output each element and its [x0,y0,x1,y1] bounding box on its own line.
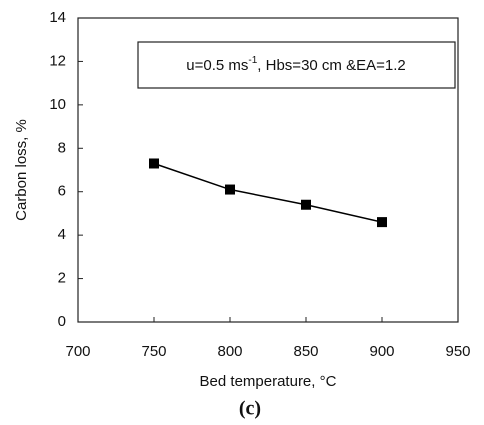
x-tick-label: 950 [445,343,470,360]
caption: (c) [239,398,261,420]
annotation-text: u=0.5 ms [186,57,248,74]
y-tick-label: 0 [58,313,66,330]
y-tick-label: 6 [58,183,66,200]
annotation: u=0.5 ms-1, Hbs=30 cm &EA=1.2 [186,55,405,74]
y-tick-label: 14 [49,9,66,26]
y-tick-label: 8 [58,139,66,156]
data-point [225,184,235,195]
data-point [377,217,387,228]
x-tick-label: 800 [217,343,242,360]
x-tick-label: 900 [369,343,394,360]
x-tick-label: 700 [65,343,90,360]
x-axis-label: Bed temperature, °C [200,373,337,390]
x-tick-label: 850 [293,343,318,360]
y-tick-label: 4 [58,226,66,243]
annotation-box [137,41,456,89]
plot-frame [77,17,459,323]
annotation-sup: -1 [248,55,257,66]
y-tick-label: 10 [49,96,66,113]
x-tick-label: 750 [141,343,166,360]
data-point [301,199,311,210]
data-point [149,158,159,169]
data-line [153,162,383,223]
y-tick-label: 2 [58,270,66,287]
y-tick-label: 12 [49,52,66,69]
annotation-text: , Hbs=30 cm &EA=1.2 [257,57,405,74]
y-axis-label: Carbon loss, % [13,119,30,221]
